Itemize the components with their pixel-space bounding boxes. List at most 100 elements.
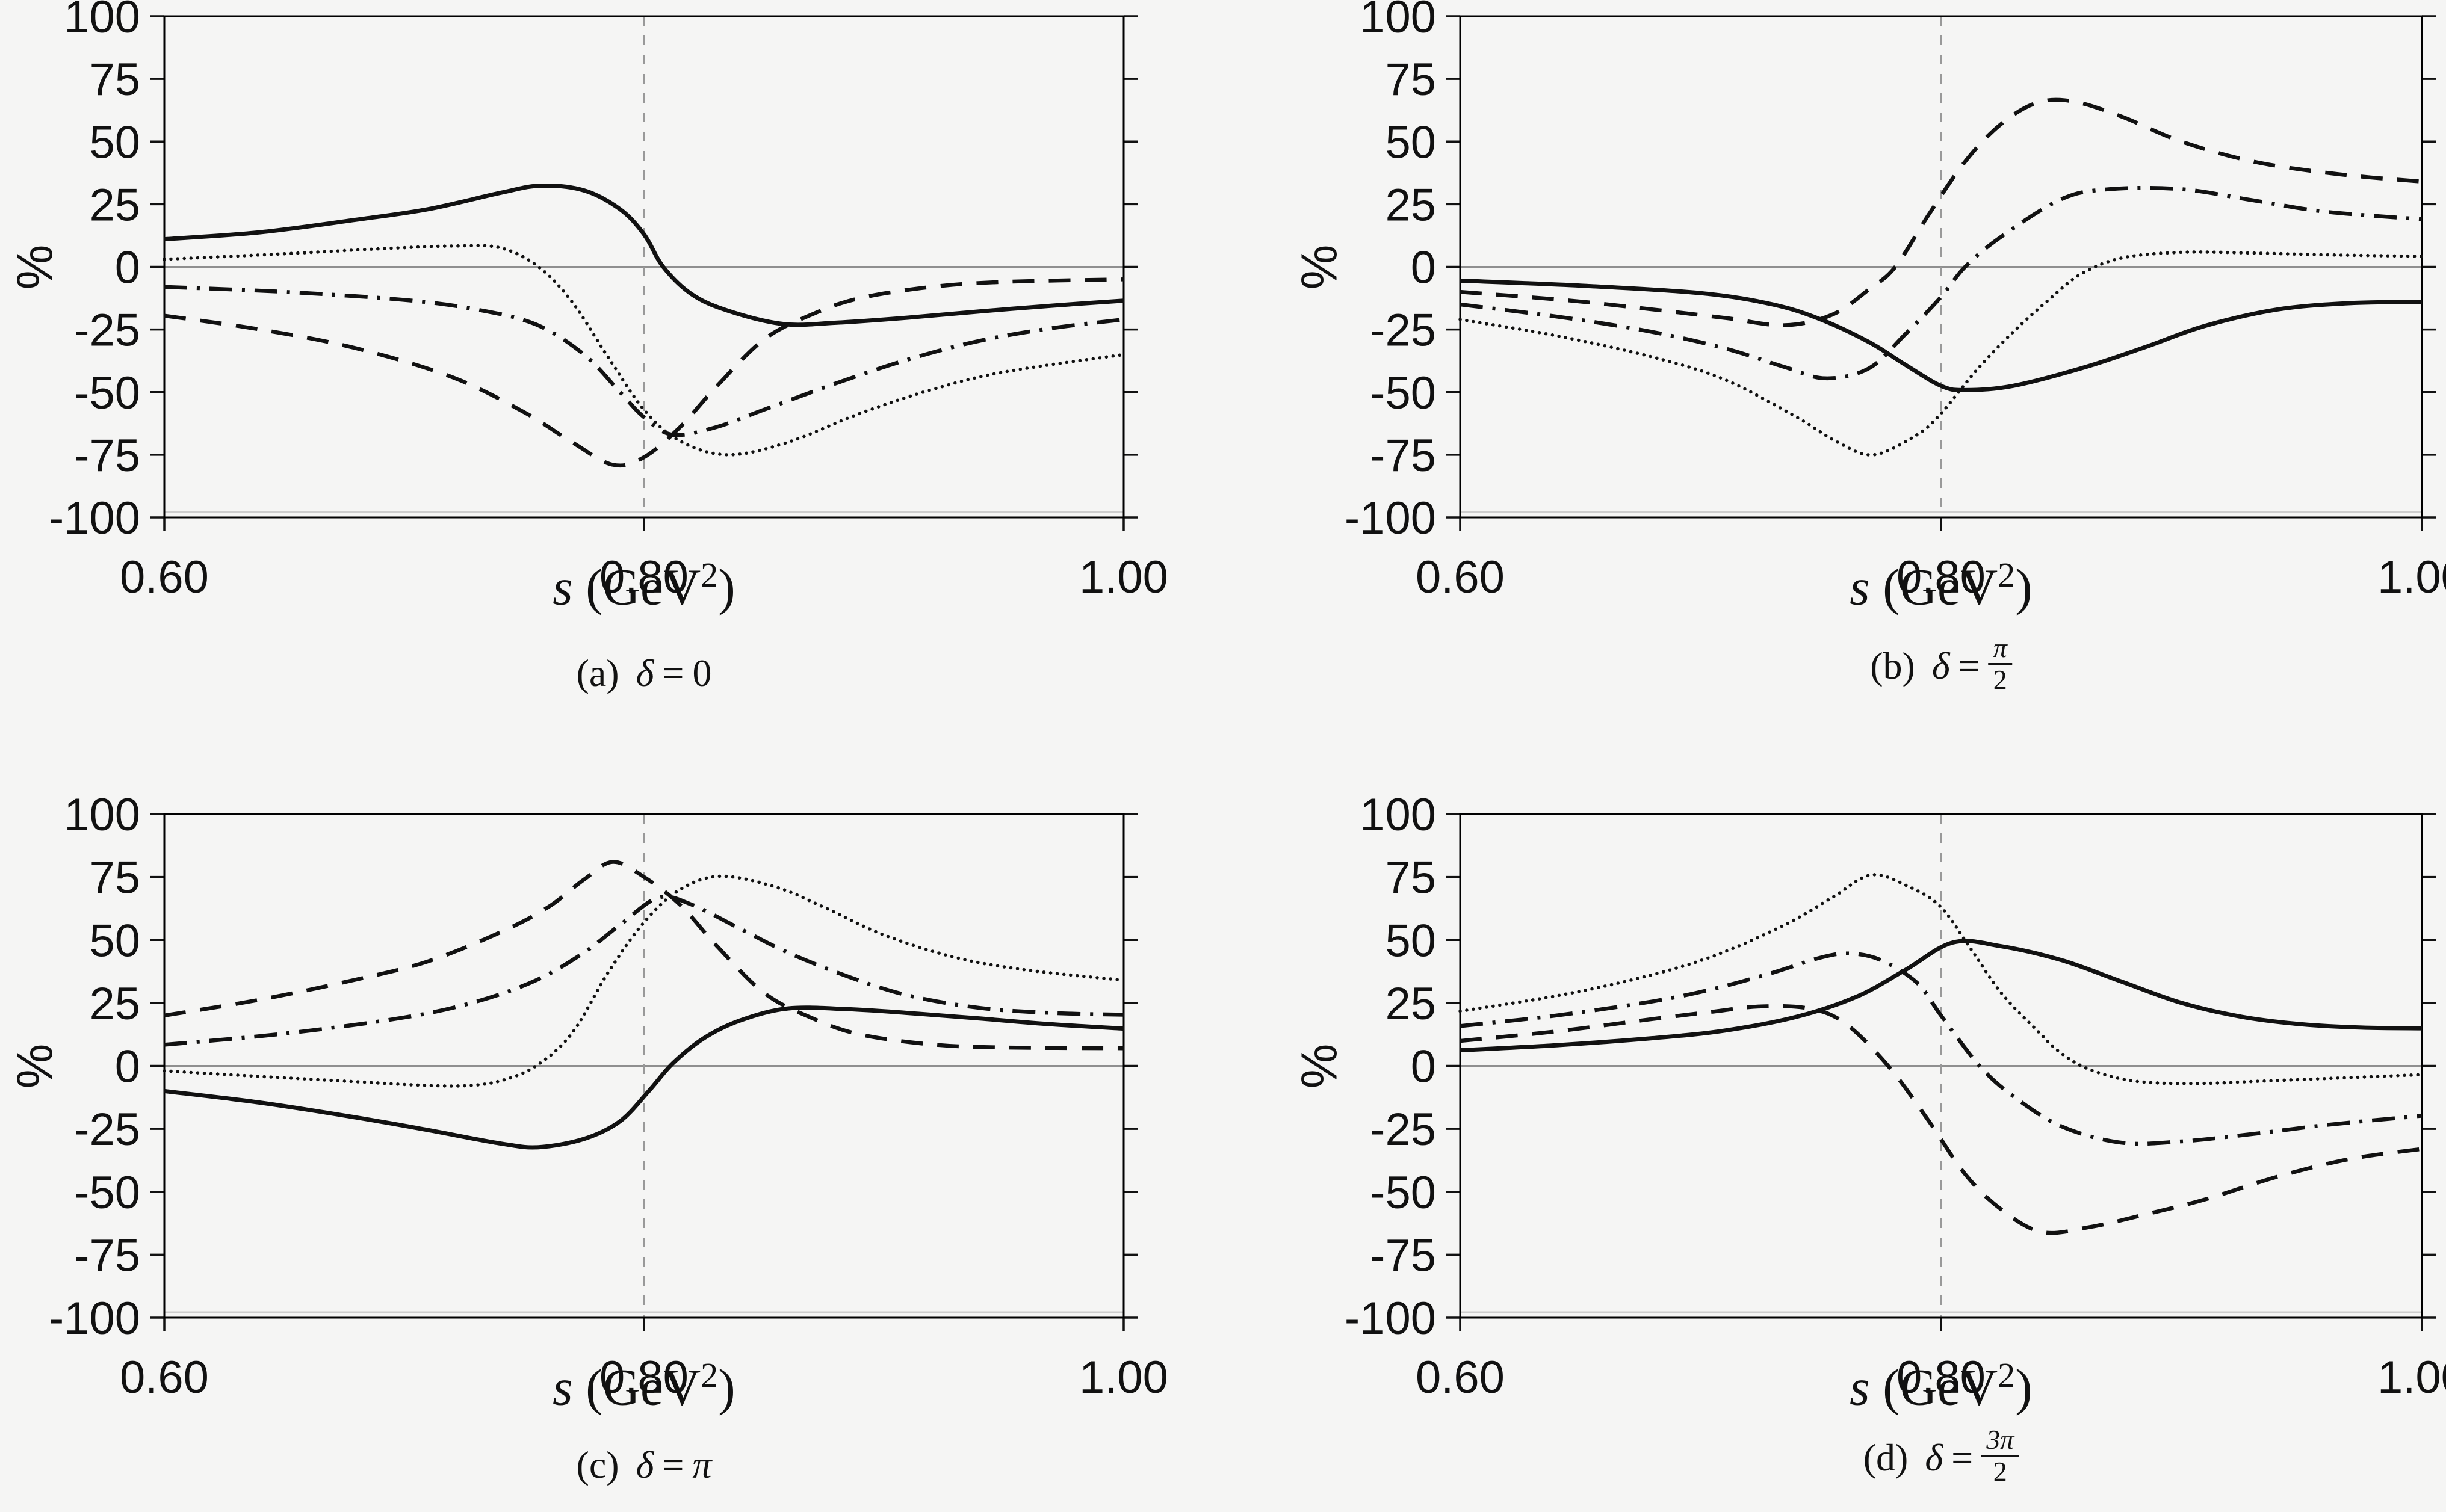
curve-dash-dot	[164, 894, 1124, 1047]
x-unit-close: )	[718, 558, 735, 616]
x-variable: s	[1850, 1358, 1870, 1416]
curve-dotted	[1458, 873, 2424, 1085]
x-unit-exponent: 2	[1998, 1356, 2016, 1395]
y-tick-label: 25	[1385, 978, 1436, 1029]
x-unit-close: )	[2015, 1358, 2033, 1416]
curve-dashed	[164, 277, 1124, 468]
caption-value: 0	[692, 652, 712, 694]
x-axis-label-panel-a: s (GeV2)	[553, 555, 735, 617]
y-tick-label: 0	[1411, 1041, 1436, 1093]
x-axis-label-panel-d: s (GeV2)	[1850, 1355, 2033, 1418]
x-tick-label: 0.60	[1416, 1352, 1505, 1403]
curve-dotted	[163, 244, 1125, 457]
y-tick-label: 100	[1360, 0, 1436, 43]
caption-index: (b)	[1870, 644, 1915, 687]
x-unit-open: (GeV	[1869, 558, 1998, 616]
plot-border	[163, 15, 1125, 519]
x-tick-label: 1.00	[1079, 552, 1168, 603]
caption-panel-d: (d) δ = 3π 2	[1863, 1425, 2019, 1492]
y-tick-label: -100	[49, 493, 140, 544]
x-variable: s	[553, 1358, 573, 1416]
delta-symbol: δ	[1931, 644, 1950, 687]
y-tick-label: 50	[1385, 915, 1436, 966]
curve-dash-dot	[164, 285, 1124, 437]
plot-border	[1459, 15, 2423, 519]
y-tick-label: -100	[1345, 493, 1436, 544]
x-variable: s	[553, 558, 573, 616]
curve-dotted	[1458, 250, 2424, 457]
x-unit-close: )	[718, 1358, 735, 1416]
x-tick-label: 0.80	[599, 552, 689, 603]
y-tick-label: -50	[74, 368, 140, 419]
y-tick-label: 100	[64, 0, 140, 43]
curve-dashed	[1460, 97, 2423, 327]
plot-panel-c: 100 75 50 25 0 -25 -50 -75 -100 0.60 0.80 1.00	[49, 789, 1168, 1403]
x-unit-open: (GeV	[572, 1358, 701, 1416]
plot-border	[1459, 813, 2423, 1319]
caption-index: (a)	[576, 652, 619, 694]
caption-value-fraction: 3π 2	[1981, 1425, 2019, 1486]
curve-solid	[1460, 278, 2423, 392]
y-tick-label: 50	[1385, 117, 1436, 168]
y-tick-label: -75	[74, 430, 140, 481]
y-tick-label: -75	[1370, 430, 1436, 481]
fraction-denominator: 2	[1993, 1455, 2007, 1487]
x-tick-label: 0.80	[599, 1352, 689, 1403]
equals-sign: =	[662, 1443, 684, 1486]
x-unit-open: (GeV	[1869, 1358, 1998, 1416]
x-tick-label: 1.00	[1079, 1352, 1168, 1403]
equals-sign: =	[1958, 644, 1980, 687]
x-unit-open: (GeV	[572, 558, 701, 616]
y-tick-label: -25	[1370, 305, 1436, 356]
x-unit-exponent: 2	[701, 1356, 719, 1395]
caption-panel-c: (c) δ = π	[577, 1443, 712, 1487]
x-tick-label: 1.00	[2377, 552, 2446, 603]
curve-dotted	[163, 874, 1125, 1088]
y-tick-label: -25	[1370, 1104, 1436, 1155]
curve-solid	[164, 183, 1124, 327]
y-tick-label: 100	[1360, 789, 1436, 841]
x-variable: s	[1850, 558, 1870, 616]
y-tick-label: 0	[1411, 242, 1436, 294]
x-tick-label: 0.60	[1416, 552, 1505, 603]
y-tick-label: -75	[74, 1230, 140, 1281]
y-tick-label: -100	[1345, 1293, 1436, 1344]
y-tick-label: 50	[89, 915, 140, 966]
equals-sign: =	[1951, 1436, 1974, 1479]
y-tick-label: -50	[74, 1167, 140, 1218]
x-unit-exponent: 2	[701, 555, 719, 594]
y-tick-label: 25	[89, 978, 140, 1029]
y-axis-label-panel-d: %	[1290, 1043, 1348, 1089]
x-tick-label: 0.80	[1896, 552, 1986, 603]
caption-panel-b: (b) δ = π 2	[1870, 633, 2012, 700]
equals-sign: =	[662, 652, 684, 694]
x-unit-close: )	[2015, 558, 2033, 616]
x-axis-label-panel-c: s (GeV2)	[553, 1355, 735, 1418]
curve-solid	[164, 1005, 1124, 1150]
y-tick-label: 25	[89, 179, 140, 230]
y-tick-label: 25	[1385, 179, 1436, 230]
curve-dashed	[1460, 1004, 2423, 1235]
caption-panel-a: (a) δ = 0	[577, 651, 712, 696]
caption-value: π	[692, 1443, 712, 1486]
x-tick-label: 0.80	[1896, 1352, 1986, 1403]
y-tick-label: 75	[89, 54, 140, 105]
y-tick-label: 75	[89, 853, 140, 904]
y-axis-label-panel-a: %	[6, 244, 63, 290]
y-tick-label: -25	[74, 305, 140, 356]
x-tick-label: 0.60	[120, 552, 209, 603]
y-axis-label-panel-c: %	[6, 1043, 63, 1089]
curve-dash-dot	[1460, 185, 2423, 381]
plot-panel-d: 100 75 50 25 0 -25 -50 -75 -100 0.60 0.80 1.00	[1345, 789, 2446, 1403]
x-unit-exponent: 2	[1998, 555, 2016, 594]
y-tick-label: 75	[1385, 853, 1436, 904]
fraction-numerator: π	[1988, 633, 2012, 665]
curve-dash-dot	[1460, 951, 2423, 1146]
y-axis-label-panel-b: %	[1290, 244, 1348, 290]
delta-symbol: δ	[1925, 1436, 1943, 1479]
x-axis-label-panel-b: s (GeV2)	[1850, 555, 2033, 617]
fraction-numerator: 3π	[1981, 1425, 2019, 1457]
fraction-denominator: 2	[1993, 664, 2007, 695]
